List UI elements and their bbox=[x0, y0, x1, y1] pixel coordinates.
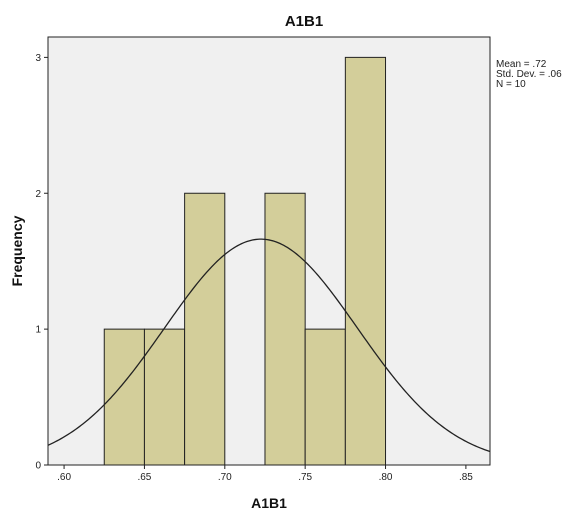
histogram-bar bbox=[103, 328, 145, 466]
stats-std-dev: Std. Dev. = .06 bbox=[496, 69, 562, 80]
x-axis-title: A1B1 bbox=[251, 495, 287, 511]
stats-block: Mean = .72 Std. Dev. = .06 N = 10 bbox=[496, 59, 562, 90]
x-axis-ticks: .60 .65 .70 .75 .80 .85 bbox=[57, 465, 473, 483]
histogram-bar bbox=[184, 192, 226, 466]
y-axis-ticks: 0 1 2 3 bbox=[35, 53, 48, 472]
x-tick-label: .60 bbox=[57, 472, 71, 483]
x-tick-label: .70 bbox=[218, 472, 232, 483]
stats-n: N = 10 bbox=[496, 79, 526, 90]
normal-curve bbox=[47, 238, 491, 453]
chart-title: A1B1 bbox=[285, 13, 323, 30]
histogram-bar bbox=[264, 192, 306, 466]
y-axis-title: Frequency bbox=[9, 215, 25, 286]
histogram-bar bbox=[344, 56, 387, 466]
x-tick-label: .65 bbox=[137, 472, 151, 483]
histogram-bar bbox=[143, 328, 186, 466]
x-tick-label: .80 bbox=[379, 472, 393, 483]
y-tick-label: 3 bbox=[35, 53, 41, 64]
bars-group bbox=[103, 56, 387, 466]
histogram-bar bbox=[304, 328, 346, 466]
y-tick-label: 0 bbox=[35, 461, 41, 472]
y-tick-label: 2 bbox=[35, 189, 41, 200]
stats-mean: Mean = .72 bbox=[496, 59, 547, 70]
x-tick-label: .85 bbox=[459, 472, 473, 483]
y-tick-label: 1 bbox=[35, 325, 41, 336]
x-tick-label: .75 bbox=[298, 472, 312, 483]
